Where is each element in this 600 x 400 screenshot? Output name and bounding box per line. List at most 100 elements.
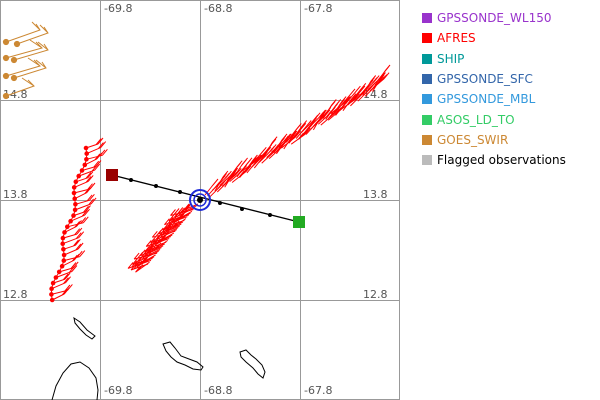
legend-swatch: [422, 53, 432, 64]
legend-item-gpssonde-mbl[interactable]: GPSSONDE_MBL: [422, 89, 598, 109]
afres-obs-point: [71, 213, 76, 218]
lon-tick-label-top-3: -67.8: [304, 2, 332, 15]
goes-swir-wind-barbs: [2, 21, 49, 100]
afres-wind-barb: [62, 227, 83, 239]
legend-swatch: [422, 33, 432, 44]
goes-barb: [13, 41, 49, 61]
legend-swatch: [422, 134, 432, 145]
legend-item-flagged-observations[interactable]: Flagged observations: [422, 150, 598, 170]
storm-track-point: [218, 201, 222, 205]
afres-wind-barb: [285, 123, 302, 143]
afres-wind-barb: [322, 99, 337, 119]
afres-wind-barb: [293, 120, 308, 138]
afres-obs-point: [84, 151, 89, 156]
legend-item-gpssonde-wl150[interactable]: GPSSONDE_WL150: [422, 8, 598, 28]
afres-barbs-southwest-leg: [127, 202, 199, 273]
afres-wind-barb: [357, 82, 376, 102]
storm-track-end-marker[interactable]: [293, 216, 305, 228]
legend-swatch: [422, 74, 432, 85]
afres-wind-barb: [86, 141, 107, 155]
lon-tick-label-bottom-3: -67.8: [304, 384, 332, 397]
afres-wind-barb: [226, 160, 243, 181]
island-bonaire: [239, 349, 266, 379]
legend-item-goes-swir[interactable]: GOES_SWIR: [422, 130, 598, 150]
afres-wind-barb: [74, 175, 94, 188]
afres-obs-point: [62, 230, 67, 235]
afres-wind-barb: [243, 154, 258, 173]
lon-tick-label-top-1: -69.8: [104, 2, 132, 15]
afres-barbs-west-leg: [49, 137, 108, 303]
storm-center-ring-inner: [193, 193, 207, 207]
afres-wind-barb: [345, 85, 361, 105]
afres-wind-barb: [150, 235, 171, 244]
afres-wind-barb: [374, 64, 391, 86]
storm-track-point: [154, 184, 158, 188]
afres-wind-barb: [335, 96, 351, 116]
lat-tick-label-right-2: 12.8: [363, 288, 388, 301]
goes-obs-point: [2, 72, 10, 80]
afres-wind-barb: [133, 250, 158, 260]
afres-wind-barb: [234, 157, 248, 177]
afres-obs-point: [50, 280, 56, 286]
afres-obs-point: [49, 286, 54, 292]
afres-wind-barb: [214, 170, 229, 192]
storm-track-point: [178, 190, 182, 194]
afres-obs-point: [49, 292, 54, 297]
afres-wind-barb: [273, 133, 288, 154]
afres-wind-barb: [263, 136, 278, 157]
lat-tick-label-left-2: 12.8: [3, 288, 28, 301]
lon-tick-label-bottom-1: -69.8: [104, 384, 132, 397]
afres-west-track: [50, 147, 88, 301]
afres-obs-point: [65, 224, 70, 230]
afres-wind-barb: [62, 231, 85, 245]
afres-wind-barb: [352, 82, 367, 100]
afres-wind-barb: [303, 117, 317, 135]
afres-wind-barb: [170, 207, 194, 216]
afres-wind-barb: [51, 284, 73, 295]
storm-center-ring-outer[interactable]: [189, 189, 211, 211]
lat-tick-label-right-1: 13.8: [363, 188, 388, 201]
legend-label: ASOS_LD_TO: [437, 112, 515, 127]
storm-track-point: [240, 207, 244, 211]
afres-obs-point: [73, 202, 78, 207]
legend-swatch: [422, 114, 432, 125]
legend-item-afres[interactable]: AFRES: [422, 28, 598, 48]
afres-wind-barb: [168, 213, 190, 222]
legend-label: SHIP: [437, 51, 465, 66]
afres-wind-barb: [75, 193, 95, 205]
afres-obs-point: [56, 269, 62, 275]
afres-wind-barb: [132, 257, 153, 265]
storm-track-point: [129, 178, 133, 182]
afres-obs-point: [79, 168, 85, 173]
legend-swatch: [422, 13, 432, 24]
coastlines: [51, 316, 266, 400]
afres-obs-point: [53, 275, 59, 280]
legend-swatch: [422, 94, 432, 105]
goes-obs-point: [2, 38, 10, 46]
afres-wind-barb: [236, 157, 253, 178]
afres-wind-barb: [63, 242, 84, 256]
lat-tick-label-right-partial: 14.8: [363, 88, 388, 101]
legend-label: GPSSONDE_SFC: [437, 72, 533, 87]
legend-item-gpssonde-sfc[interactable]: GPSSONDE_SFC: [422, 69, 598, 89]
afres-obs-point: [71, 185, 77, 190]
legend-item-asos-ld-to[interactable]: ASOS_LD_TO: [422, 109, 598, 129]
goes-obs-point: [2, 54, 10, 62]
goes-barb: [5, 39, 43, 59]
afres-wind-barb: [342, 93, 357, 111]
afres-obs-point: [82, 162, 88, 168]
lat-tick-label-left-partial: 14.8: [3, 88, 28, 101]
afres-wind-barb: [162, 221, 183, 231]
afres-obs-point: [61, 252, 67, 258]
island-small-west: [73, 316, 96, 340]
legend-label: GPSSONDE_WL150: [437, 11, 552, 26]
lon-tick-label-bottom-2: -68.8: [204, 384, 232, 397]
afres-wind-barb: [290, 127, 311, 145]
afres-wind-barb: [248, 146, 267, 167]
goes-barb: [16, 24, 49, 45]
goes-barb: [5, 57, 41, 77]
legend-item-ship[interactable]: SHIP: [422, 49, 598, 69]
storm-track-start-marker[interactable]: [106, 169, 118, 181]
afres-obs-point: [84, 157, 89, 162]
